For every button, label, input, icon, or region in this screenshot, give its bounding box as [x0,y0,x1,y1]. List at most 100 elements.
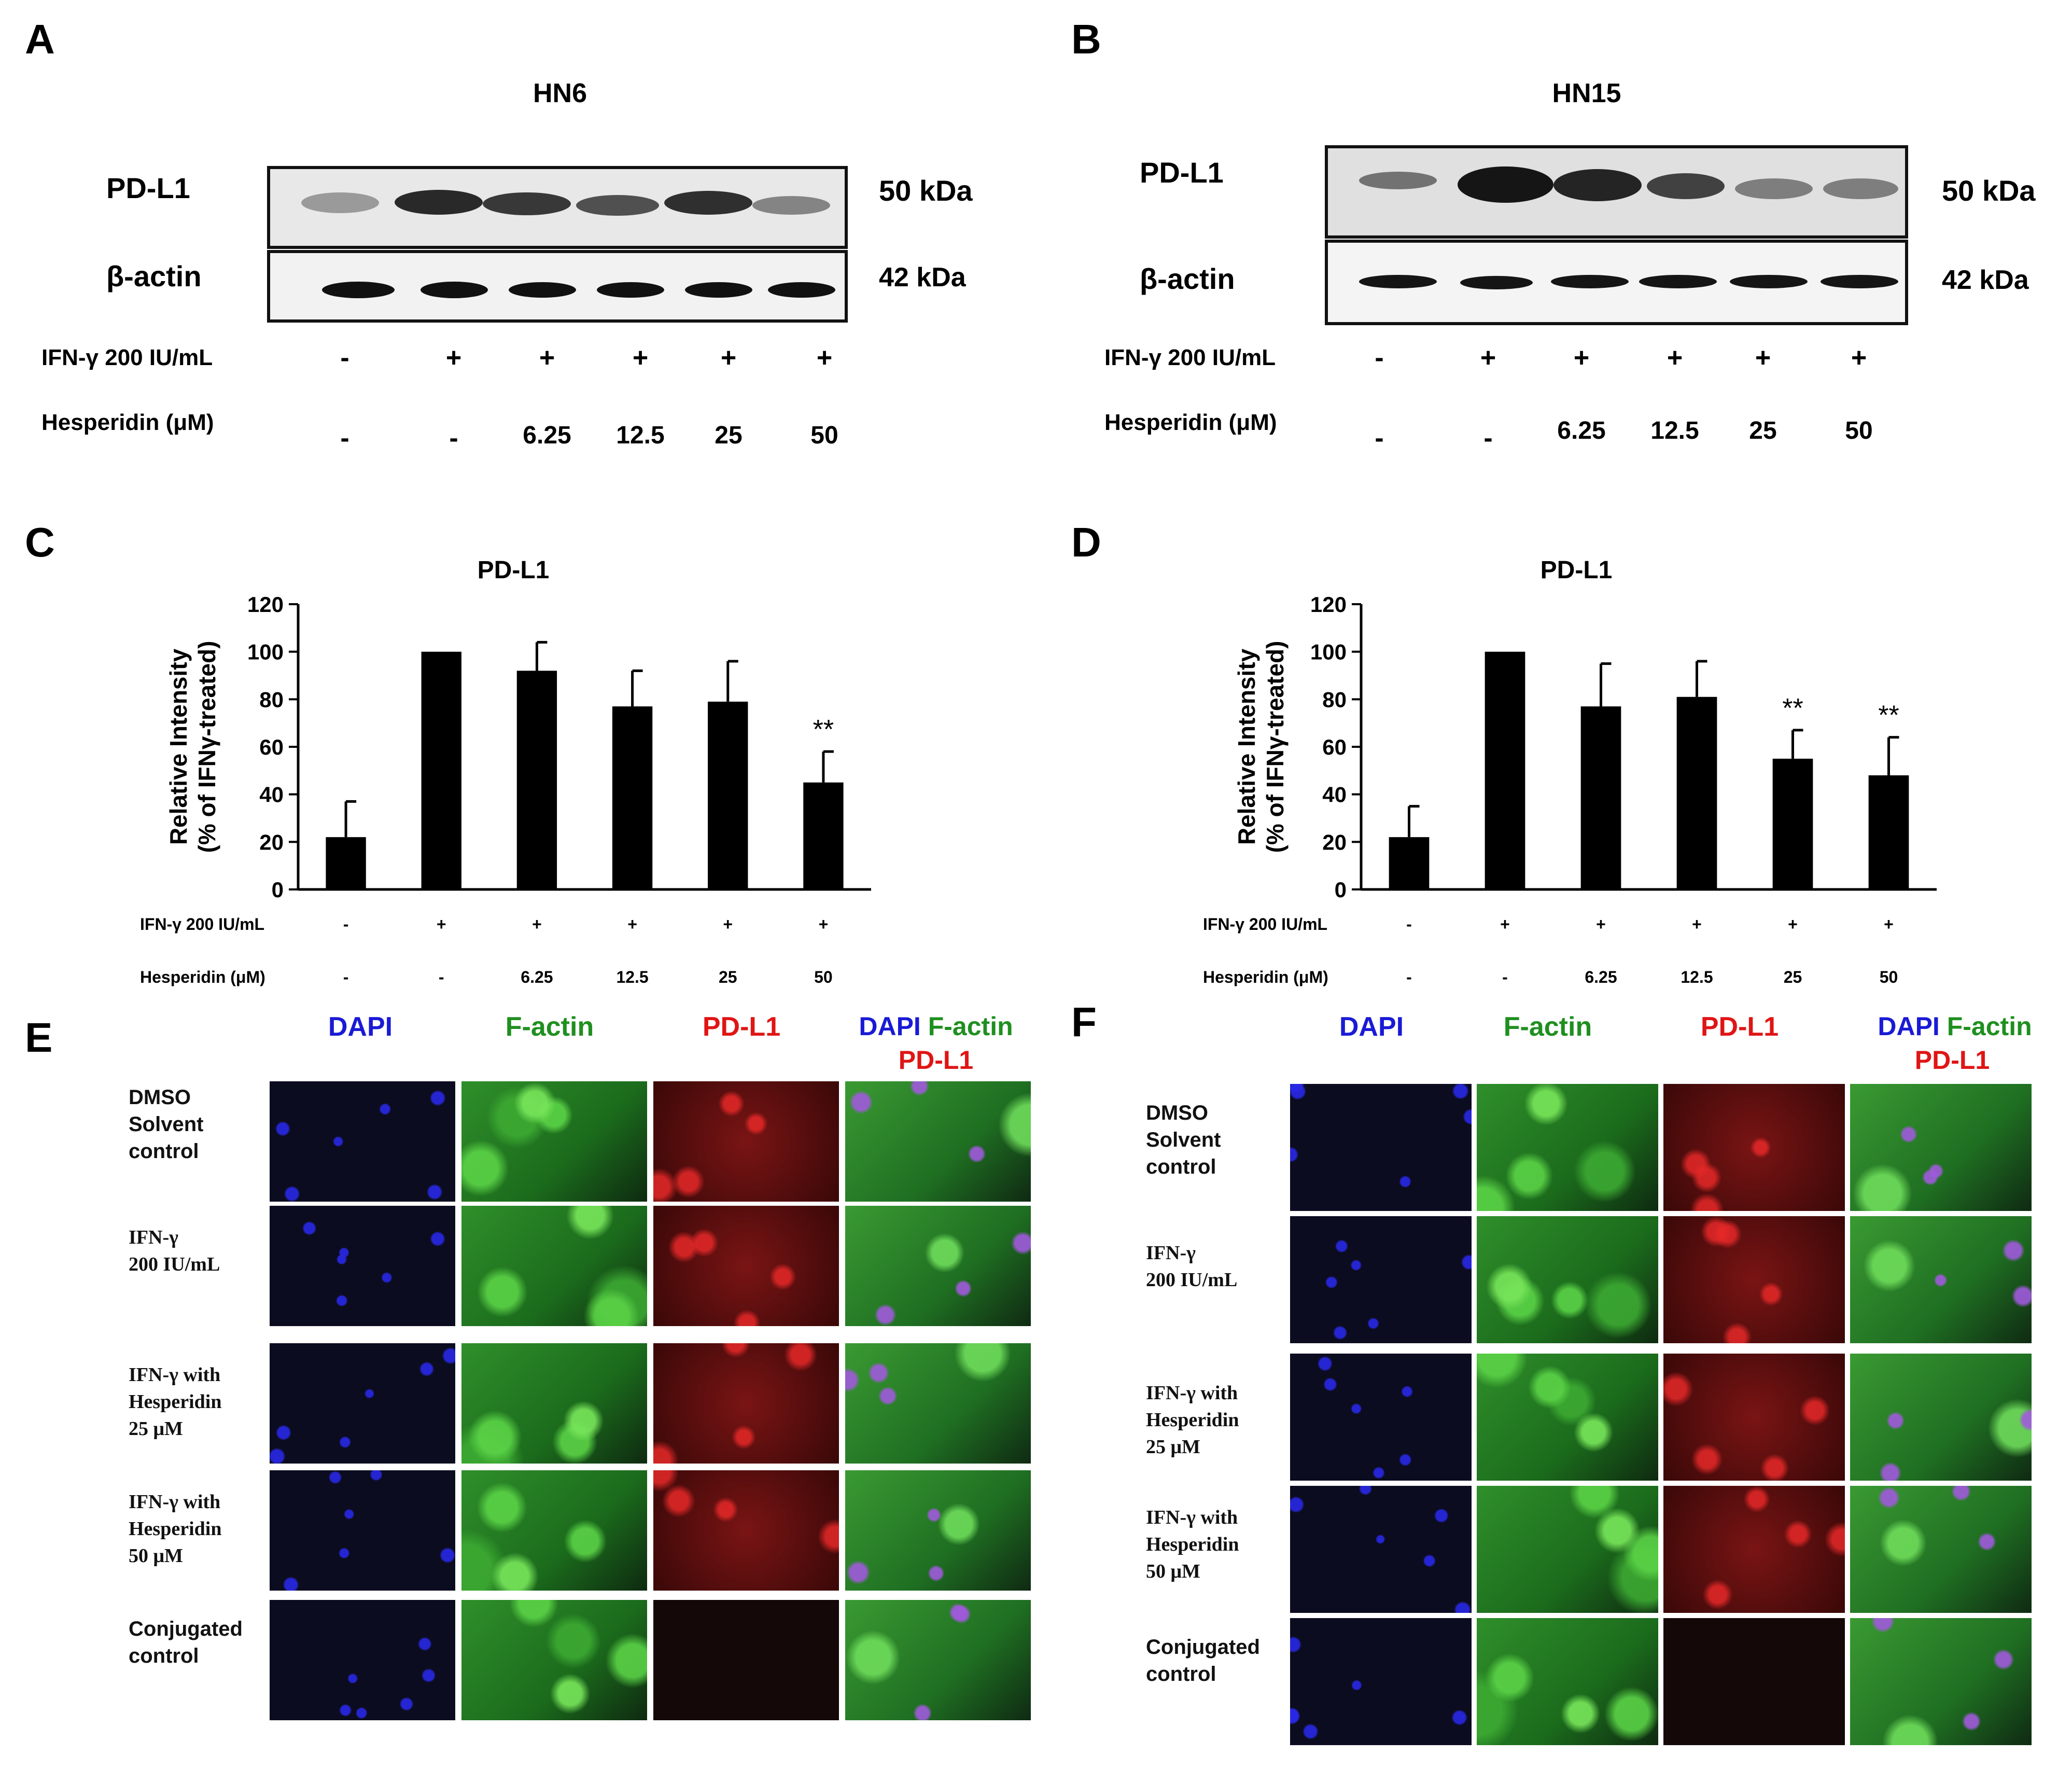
channel-header-merge: DAPI F-actin [840,1011,1032,1041]
ifn-value: + [1596,915,1606,934]
ifn-value: - [1406,915,1412,934]
merge-pdl1-label: PD-L1 [898,1046,974,1075]
row-label: IFN-γ with Hesperidin 50 μM [1146,1504,1239,1585]
row-label-line: control [129,1645,199,1667]
treatment-label-ifn: IFN-γ 200 IU/mL [41,345,213,370]
blot-membrane-pdl1 [1325,145,1908,239]
micrograph-dapi [1290,1486,1472,1613]
micrograph-dapi [1290,1354,1472,1481]
micrograph-dapi [1290,1618,1472,1745]
bar [1676,697,1717,889]
blot-membrane-pdl1 [267,166,848,249]
hesperidin-value: - [343,968,349,986]
hesperidin-value: 12.5 [616,968,648,986]
micrograph-merge [845,1600,1031,1720]
ifn-value: + [1788,915,1798,934]
micrograph-dapi [270,1343,455,1464]
bar [612,706,653,889]
micrograph-dapi [270,1470,455,1591]
row-label: IFN-γ with Hesperidin 25 μM [1146,1380,1239,1460]
blot-band [1647,173,1725,199]
hesperidin-value: 12.5 [1650,417,1699,444]
row-label-line: Conjugated [129,1618,243,1640]
treatment-label-hesperidin: Hesperidin (μM) [1104,410,1277,435]
y-tick-label: 20 [1322,830,1347,854]
hesperidin-value: 6.25 [1557,417,1606,444]
row-label-line: 200 IU/mL [129,1253,220,1275]
treatment-label-hesperidin: Hesperidin (μM) [1203,968,1328,986]
micrograph-factin [461,1470,647,1591]
bar [1580,706,1621,889]
ifn-value: + [1851,343,1867,373]
hesperidin-value: 50 [810,422,838,449]
ifn-value: + [1884,915,1894,934]
bar [421,651,461,889]
bar-chart-c: PD-L1 Relative Intensity (% of IFNγ-treate… [140,556,871,986]
blot-mw-pdl1: 50 kDa [879,174,973,207]
treatment-label-ifn: IFN-γ 200 IU/mL [140,915,264,934]
blot-band [576,195,659,216]
blot-band [322,282,395,298]
ifn-value: + [1667,343,1683,373]
bar [708,701,748,889]
ifn-value: + [720,343,737,373]
row-label: DMSO Solvent control [1146,1099,1221,1180]
micrograph-merge [845,1470,1031,1591]
y-axis-label: (% of IFNγ-treated) [193,641,220,853]
micrograph-factin [1477,1486,1658,1613]
cell-line-title: HN15 [1552,78,1621,108]
micrograph-dapi [1290,1216,1472,1343]
y-tick-label: 120 [1310,592,1347,617]
bar [516,671,557,889]
row-label: IFN-γ with Hesperidin 25 μM [129,1361,221,1442]
blot-membrane-actin [1325,240,1908,325]
ifn-value: + [1573,343,1590,373]
ifn-value: + [632,343,649,373]
bar [326,837,366,889]
blot-row-label-pdl1: PD-L1 [106,172,190,204]
hesperidin-value: - [340,423,349,453]
treatment-label-hesperidin: Hesperidin (μM) [41,410,214,435]
merge-dapi-label: DAPI [859,1012,921,1041]
row-label: IFN-γ 200 IU/mL [129,1224,220,1278]
ifn-value: + [1755,343,1771,373]
row-label-line: IFN-γ [129,1227,178,1248]
y-tick-label: 120 [247,592,284,617]
blot-row-label-actin: β-actin [106,260,202,292]
row-label-line: IFN-γ [1146,1242,1196,1264]
hesperidin-value: 50 [1880,968,1898,986]
blot-band [1359,172,1437,189]
ifn-value: + [1480,343,1496,373]
micrograph-pdl1 [1663,1216,1845,1343]
treatment-label-hesperidin: Hesperidin (μM) [140,968,265,986]
ifn-value: + [819,915,829,934]
bar [1868,775,1909,889]
row-label: IFN-γ with Hesperidin 50 μM [129,1488,221,1569]
micrograph-merge [1850,1618,2032,1745]
y-tick-label: 80 [1322,687,1347,712]
row-label-line: 50 μM [129,1545,183,1567]
y-tick-label: 80 [259,687,284,712]
hesperidin-value: 6.25 [521,968,553,986]
bar [1389,837,1430,889]
bar [1772,758,1813,889]
hesperidin-value: - [449,423,458,453]
blot-band [395,190,483,215]
hesperidin-value: - [1375,423,1384,453]
row-label-line: IFN-γ with [129,1491,221,1513]
y-tick-label: 100 [1310,640,1347,664]
chart-title: PD-L1 [1541,556,1613,584]
row-label-line: Conjugated [1146,1636,1260,1659]
micrograph-pdl1 [653,1470,839,1591]
row-label-line: control [1146,1155,1216,1178]
y-axis-label: Relative Intensity [1233,648,1260,845]
merge-dapi-label: DAPI [1878,1012,1940,1041]
hesperidin-value: 25 [719,968,737,986]
row-label-line: control [129,1140,199,1163]
blot-band [1639,275,1717,288]
micrograph-merge [1850,1354,2032,1481]
y-tick-label: 40 [1322,783,1347,807]
micrograph-dapi [270,1600,455,1720]
y-axis-label: (% of IFNγ-treated) [1262,641,1289,853]
y-tick-label: 60 [1322,735,1347,759]
